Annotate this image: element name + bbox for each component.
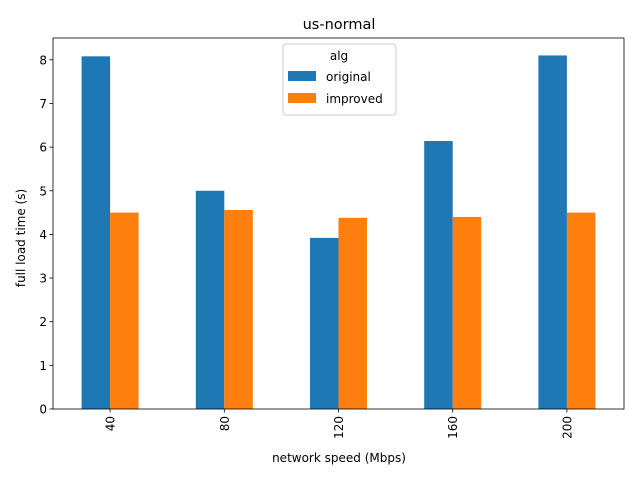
bar-improved-80 (224, 209, 253, 409)
y-tick-label-3: 3 (39, 272, 47, 286)
y-tick-label-5: 5 (39, 184, 47, 198)
legend-swatch-original (288, 71, 316, 81)
legend-swatch-improved (288, 93, 316, 103)
chart-title: us-normal (303, 17, 376, 33)
plot-area: 0 1 2 3 4 5 6 7 8 40 80 120 160 200 (39, 37, 625, 439)
y-tick-label-7: 7 (39, 97, 47, 111)
bar-improved-200 (566, 212, 596, 409)
x-tick-label-200: 200 (560, 416, 574, 439)
y-tick-label-0: 0 (39, 403, 47, 417)
bar-improved-40 (110, 212, 139, 409)
y-tick-label-1: 1 (39, 359, 47, 373)
x-tick-label-80: 80 (218, 416, 232, 431)
bar-original-160 (424, 141, 453, 409)
y-tick-label-2: 2 (39, 315, 47, 329)
bar-original-40 (81, 56, 111, 410)
y-tick-label-6: 6 (39, 141, 47, 155)
y-tick-label-4: 4 (39, 228, 47, 242)
bar-improved-120 (338, 217, 367, 409)
bar-improved-160 (452, 216, 482, 409)
bar-original-200 (538, 55, 567, 409)
legend-label-original: original (326, 70, 371, 84)
bar-original-80 (195, 190, 225, 409)
legend: alg original improved (282, 43, 397, 116)
bar-original-120 (310, 237, 339, 409)
x-axis-label: network speed (Mbps) (272, 451, 406, 465)
x-tick-label-160: 160 (446, 416, 460, 439)
x-tick-label-120: 120 (332, 416, 346, 439)
x-tick-label-40: 40 (104, 416, 118, 431)
y-tick-label-8: 8 (39, 53, 47, 67)
y-axis-label: full load time (s) (14, 189, 28, 287)
legend-title: alg (330, 49, 348, 63)
legend-label-improved: improved (326, 92, 383, 106)
